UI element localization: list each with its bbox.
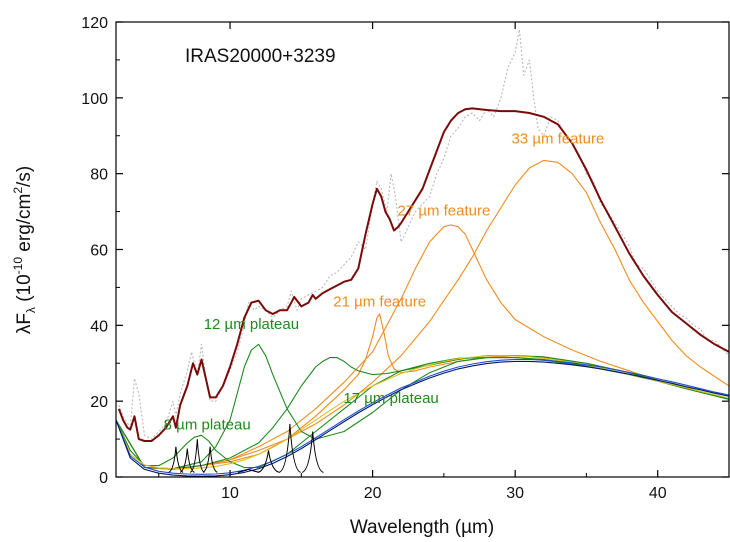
series-layer bbox=[116, 29, 729, 477]
series-dust-continuum bbox=[116, 360, 729, 477]
y-label-unit-c: /s) bbox=[14, 166, 35, 187]
y-label-exp: -10 bbox=[11, 257, 25, 275]
x-tick-label-2: 30 bbox=[506, 485, 524, 502]
series-plateau-8um bbox=[116, 357, 729, 469]
y-label-sub: λ bbox=[24, 307, 38, 313]
y-label-sq: 2 bbox=[11, 187, 25, 194]
annotation-1: 27 µm feature bbox=[397, 202, 490, 219]
chart-title: IRAS20000+3239 bbox=[185, 46, 336, 67]
y-tick-label-1: 20 bbox=[90, 394, 108, 411]
axis-ticks: 10 20 30 40 0 20 40 60 80 100 120 bbox=[81, 15, 730, 502]
pah-line-5 bbox=[257, 450, 280, 473]
annotation-3: 12 µm plateau bbox=[204, 316, 299, 333]
x-tick-label-3: 40 bbox=[649, 485, 667, 502]
x-tick-label-0: 10 bbox=[221, 485, 239, 502]
x-axis-label: Wavelength (µm) bbox=[350, 517, 494, 538]
y-label-unit-b: erg/cm bbox=[14, 194, 35, 257]
annotation-5: 8 µm plateau bbox=[164, 417, 251, 434]
y-tick-label-6: 120 bbox=[81, 15, 108, 32]
x-tick-label-1: 20 bbox=[364, 485, 382, 502]
series-continuum-yellow bbox=[116, 355, 729, 470]
annotation-4: 17 µm plateau bbox=[343, 390, 438, 407]
y-axis-label: λFλ (10-10 erg/cm2/s) bbox=[11, 166, 38, 334]
pah-lines-layer bbox=[168, 423, 324, 473]
y-tick-label-4: 80 bbox=[90, 167, 108, 184]
pah-line-0 bbox=[168, 446, 184, 473]
y-label-unit-a: (10 bbox=[14, 274, 35, 307]
y-tick-label-2: 40 bbox=[90, 318, 108, 335]
pah-line-1 bbox=[179, 448, 195, 473]
pah-line-3 bbox=[202, 446, 218, 473]
y-tick-label-0: 0 bbox=[99, 470, 108, 487]
annotation-2: 21 µm feature bbox=[333, 293, 426, 310]
series-model-total bbox=[117, 107, 729, 442]
annotation-layer: 33 µm feature 27 µm feature 21 µm feature 1… bbox=[164, 130, 605, 433]
pah-line-2 bbox=[189, 439, 205, 473]
pah-line-7 bbox=[301, 431, 324, 473]
y-label-main: λF bbox=[14, 313, 35, 334]
series-feature-27um bbox=[116, 224, 729, 470]
series-plateau-17um bbox=[116, 355, 729, 470]
pah-line-6 bbox=[278, 423, 301, 473]
series-feature-33um bbox=[116, 159, 729, 470]
annotation-0: 33 µm feature bbox=[511, 130, 604, 147]
plot-frame bbox=[115, 21, 730, 478]
y-tick-label-3: 60 bbox=[90, 243, 108, 260]
series-observed bbox=[118, 29, 729, 440]
y-tick-label-5: 100 bbox=[81, 91, 108, 108]
series-continuum-blue bbox=[116, 358, 729, 475]
pah-line-4 bbox=[237, 468, 260, 473]
